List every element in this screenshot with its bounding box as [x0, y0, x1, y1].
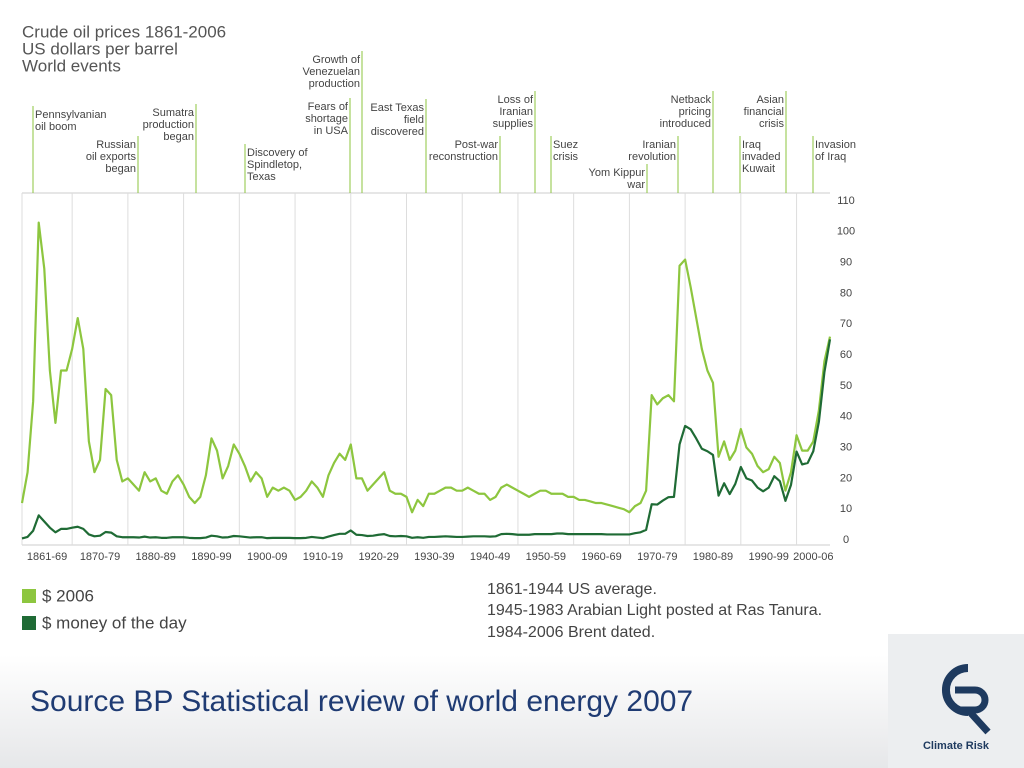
event-label: Suez crisis: [553, 139, 579, 163]
y-tick-label: 50: [840, 380, 852, 392]
y-tick-label: 30: [840, 441, 852, 453]
x-tick-label: 1930-39: [414, 551, 454, 563]
y-tick-label: 0: [843, 534, 849, 546]
note: 1945-1983 Arabian Light posted at Ras Ta…: [487, 602, 822, 619]
events-title: World events: [22, 56, 121, 75]
x-tick-label: 1900-09: [247, 551, 287, 563]
event-label: Iranian revolution: [628, 139, 676, 163]
y-tick-label: 20: [840, 472, 852, 484]
event-label: Netback pricing introduced: [660, 94, 712, 130]
series-line: [20, 221, 832, 514]
logo-c: [942, 664, 969, 716]
y-tick-label: 10: [840, 503, 852, 515]
series-line: [21, 339, 832, 540]
x-tick-label: 2000-06: [793, 551, 833, 563]
chart-title: Crude oil prices 1861-2006: [22, 22, 226, 41]
x-tick-label: 1980-89: [693, 551, 733, 563]
event-label: Sumatra production began: [143, 107, 195, 143]
logo-r: [955, 686, 991, 735]
x-tick-label: 1890-99: [191, 551, 231, 563]
event-label: Fears of shortage in USA: [305, 101, 349, 137]
event-label: Asian financial crisis: [744, 94, 785, 130]
x-tick-label: 1870-79: [80, 551, 120, 563]
event-label: Russian oil exports began: [86, 139, 137, 175]
x-tick-label: 1910-19: [303, 551, 343, 563]
event-label: Loss of Iranian supplies: [493, 94, 534, 130]
x-tick-label: 1960-69: [581, 551, 621, 563]
x-tick-label: 1880-89: [136, 551, 176, 563]
event-label: Post-war reconstruction: [429, 139, 498, 163]
y-tick-label: 90: [840, 257, 852, 269]
x-tick-label: 1990-99: [749, 551, 789, 563]
event-label: Pennsylvanian oil boom: [35, 109, 107, 133]
event-label: Iraq invaded Kuwait: [742, 139, 781, 175]
legend-label: $ money of the day: [42, 613, 187, 632]
chart-subtitle: US dollars per barrel: [22, 39, 178, 58]
legend-swatch: [22, 589, 36, 603]
note: 1861-1944 US average.: [487, 581, 657, 598]
logo-text: Climate Risk: [923, 740, 990, 752]
note: 1984-2006 Brent dated.: [487, 624, 655, 641]
x-tick-label: 1950-59: [526, 551, 566, 563]
event-label: East Texas field discovered: [370, 102, 424, 138]
legend-label: $ 2006: [42, 586, 94, 605]
y-tick-label: 40: [840, 411, 852, 423]
logo: Climate Risk: [923, 664, 991, 752]
y-tick-label: 100: [837, 226, 855, 238]
x-tick-label: 1970-79: [637, 551, 677, 563]
y-tick-label: 70: [840, 318, 852, 330]
event-label: Growth of Venezuelan production: [303, 54, 361, 90]
y-tick-label: 60: [840, 349, 852, 361]
logo-panel: [888, 634, 1024, 768]
legend-swatch: [22, 616, 36, 630]
event-label: Invasion of Iraq: [815, 139, 856, 163]
y-tick-label: 110: [837, 195, 855, 207]
y-tick-label: 80: [840, 287, 852, 299]
x-tick-label: 1940-49: [470, 551, 510, 563]
x-tick-label: 1861-69: [27, 551, 67, 563]
source: Source BP Statistical review of world en…: [30, 685, 693, 718]
event-label: Discovery of Spindletop, Texas: [247, 147, 308, 183]
footer-band: [0, 655, 1024, 768]
event-label: Yom Kippur war: [589, 167, 646, 191]
x-tick-label: 1920-29: [358, 551, 398, 563]
